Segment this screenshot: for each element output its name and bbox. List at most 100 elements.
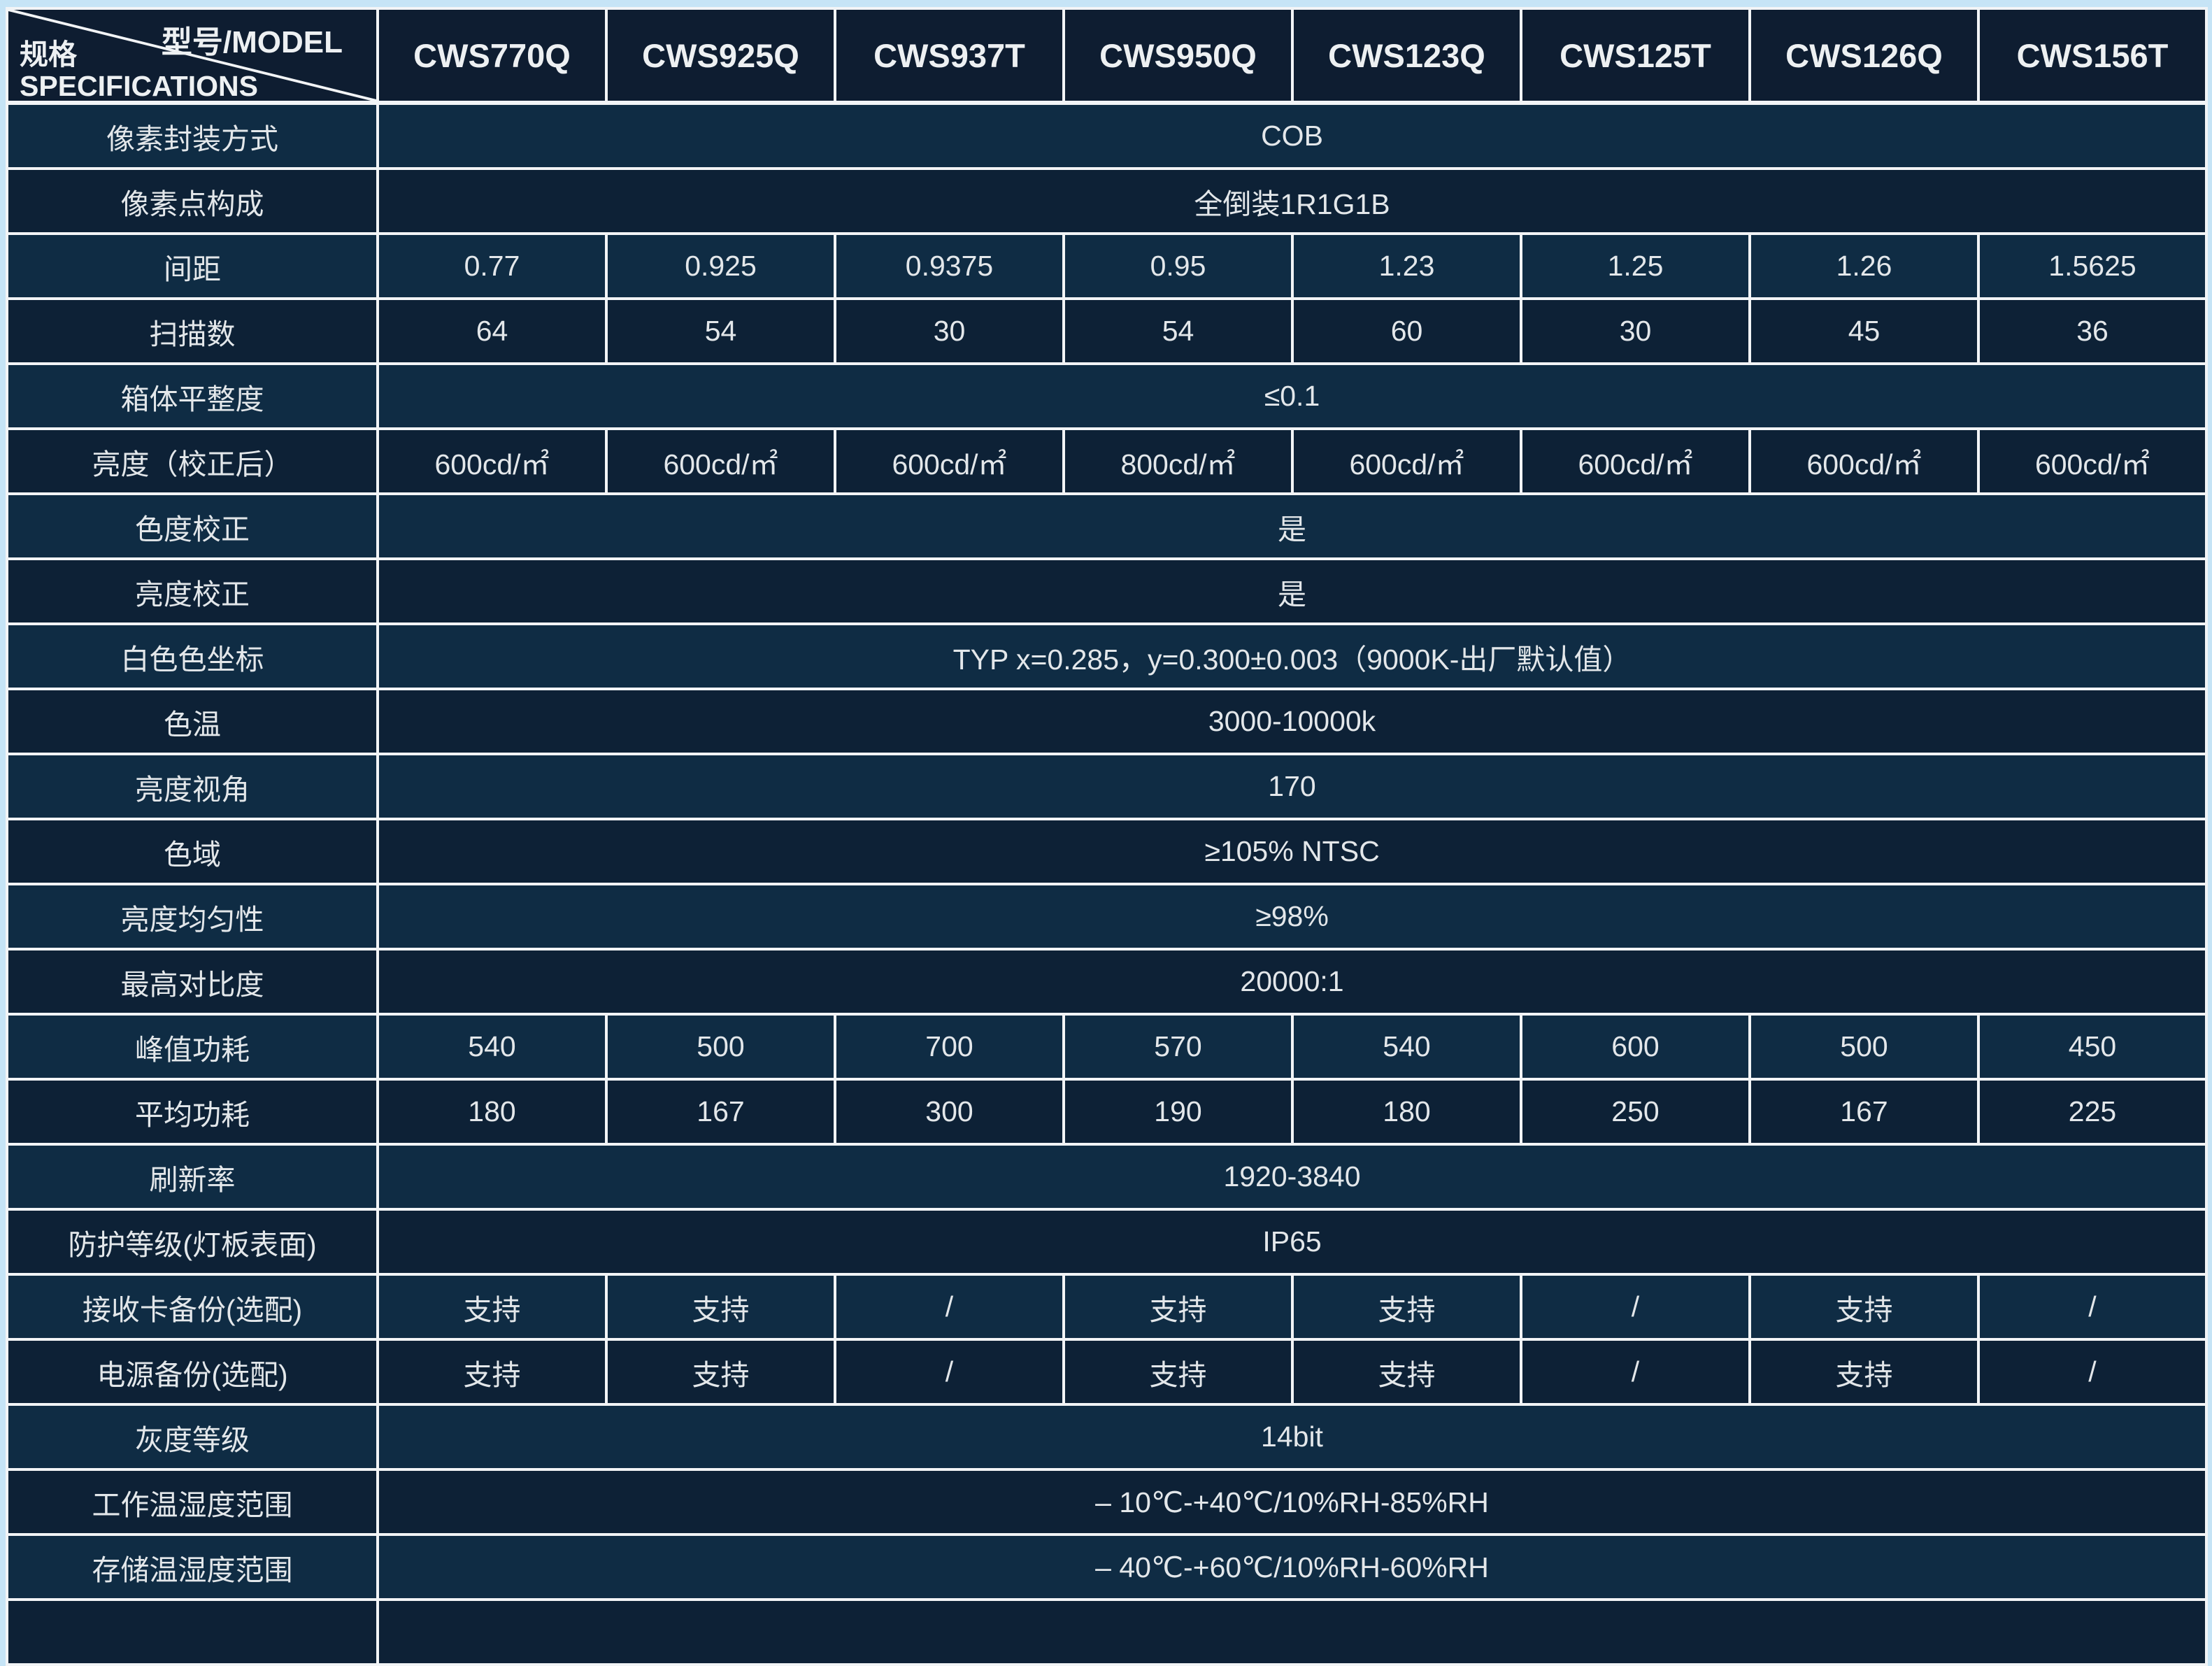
spec-label-cell: 峰值功耗: [6, 1013, 379, 1081]
spec-value-cell: 30: [834, 297, 1065, 365]
spec-value-cell: 60: [1291, 297, 1522, 365]
spec-value-cell: 540: [376, 1013, 608, 1081]
spec-value-cell: 是: [376, 492, 2208, 560]
table-row: 接收卡备份(选配) 支持 支持 / 支持 支持 / 支持 /: [6, 1273, 2208, 1341]
spec-value-cell: 600cd/㎡: [1520, 427, 1751, 495]
model-header: CWS925Q: [605, 7, 836, 105]
spec-value-cell: 450: [1977, 1013, 2208, 1081]
spec-value-cell: 1.25: [1520, 232, 1751, 300]
table-row: 峰值功耗 540 500 700 570 540 600 500 450: [6, 1013, 2208, 1081]
table-row: 间距 0.77 0.925 0.9375 0.95 1.23 1.25 1.26 1.5625: [6, 232, 2208, 300]
table-row: 色温 3000-10000k: [6, 688, 2208, 755]
spec-value-cell: 0.9375: [834, 232, 1065, 300]
spec-value-cell: 30: [1520, 297, 1751, 365]
spec-value-cell: 3000-10000k: [376, 688, 2208, 755]
spec-value-cell: 225: [1977, 1078, 2208, 1146]
spec-label-cell: 亮度均匀性: [6, 883, 379, 951]
spec-value-cell: 支持: [1291, 1338, 1522, 1406]
spec-label-cell: 最高对比度: [6, 948, 379, 1016]
spec-value-cell: 500: [1748, 1013, 1980, 1081]
model-header: CWS156T: [1977, 7, 2208, 105]
table-row: 亮度校正是: [6, 557, 2208, 625]
table-row: 扫描数 64 54 30 54 60 30 45 36: [6, 297, 2208, 365]
spec-value-cell: 170: [376, 753, 2208, 820]
spec-value-cell: /: [1977, 1273, 2208, 1341]
table-row: 平均功耗 180 167 300 190 180 250 167 225: [6, 1078, 2208, 1146]
spec-value-cell: 600: [1520, 1013, 1751, 1081]
model-header: CWS125T: [1520, 7, 1751, 105]
table-row: 灰度等级 14bit: [6, 1403, 2208, 1471]
spec-label-cell: 箱体平整度: [6, 362, 379, 430]
spec-value-cell: TYP x=0.285，y=0.300±0.003（9000K-出厂默认值）: [376, 622, 2208, 690]
spec-label-cell: 亮度校正: [6, 557, 379, 625]
model-header: CWS123Q: [1291, 7, 1522, 105]
spec-value-cell: 36: [1977, 297, 2208, 365]
corner-model-label: 型号/MODEL: [161, 25, 343, 59]
spec-label-cell: 防护等级(灯板表面): [6, 1208, 379, 1276]
table-row: 电源备份(选配) 支持 支持 / 支持 支持 / 支持 /: [6, 1338, 2208, 1406]
spec-value-cell: 600cd/㎡: [1291, 427, 1522, 495]
spec-value-cell: 700: [834, 1013, 1065, 1081]
spec-label-cell: 色度校正: [6, 492, 379, 560]
spec-value-cell: 540: [1291, 1013, 1522, 1081]
table-row: 白色色坐标 TYP x=0.285，y=0.300±0.003（9000K-出厂默…: [6, 622, 2208, 690]
spec-label-cell: 像素封装方式: [6, 101, 379, 170]
spec-label-cell: 白色色坐标: [6, 622, 379, 690]
spec-label-cell: [6, 1598, 379, 1666]
spec-value-cell: 500: [605, 1013, 836, 1081]
spec-value-cell: 支持: [605, 1273, 836, 1341]
spec-label-cell: 平均功耗: [6, 1078, 379, 1146]
spec-value-cell: 54: [1062, 297, 1294, 365]
spec-value-cell: 支持: [1062, 1338, 1294, 1406]
spec-value-cell: 1.5625: [1977, 232, 2208, 300]
spec-value-cell: ≤0.1: [376, 362, 2208, 430]
spec-value-cell: 190: [1062, 1078, 1294, 1146]
table-row: 像素点构成 全倒装1R1G1B: [6, 167, 2208, 235]
table-row: 色域 ≥105% NTSC: [6, 818, 2208, 885]
spec-value-cell: 600cd/㎡: [376, 427, 608, 495]
spec-value-cell: 0.925: [605, 232, 836, 300]
diagonal-line: [8, 10, 376, 101]
spec-label-cell: 色域: [6, 818, 379, 885]
spec-value-cell: COB: [376, 101, 2208, 170]
spec-label-cell: 存储温湿度范围: [6, 1533, 379, 1601]
model-header: CWS126Q: [1748, 7, 1980, 105]
spec-value-cell: 支持: [1748, 1338, 1980, 1406]
spec-value-cell: 1.23: [1291, 232, 1522, 300]
spec-value-cell: 支持: [376, 1273, 608, 1341]
spec-value-cell: 180: [1291, 1078, 1522, 1146]
spec-value-cell: 600cd/㎡: [834, 427, 1065, 495]
spec-value-cell: 14bit: [376, 1403, 2208, 1471]
model-header: CWS937T: [834, 7, 1065, 105]
model-header: CWS950Q: [1062, 7, 1294, 105]
spec-value-cell: 全倒装1R1G1B: [376, 167, 2208, 235]
table-row: 刷新率 1920-3840: [6, 1143, 2208, 1211]
spec-label-cell: 间距: [6, 232, 379, 300]
spec-value-cell: 支持: [376, 1338, 608, 1406]
corner-spec-cn: 规格: [20, 38, 77, 71]
spec-value-cell: /: [1520, 1338, 1751, 1406]
spec-value-cell: – 10℃-+40℃/10%RH-85%RH: [376, 1468, 2208, 1536]
header-row: 型号/MODEL 规格 SPECIFICATIONS CWS770Q CWS92…: [6, 7, 2208, 105]
spec-value-cell: 570: [1062, 1013, 1294, 1081]
corner-spec-en: SPECIFICATIONS: [20, 70, 258, 103]
spec-value-cell: /: [834, 1338, 1065, 1406]
spec-value-cell: 支持: [605, 1338, 836, 1406]
spec-value-cell: [376, 1598, 2208, 1666]
spec-value-cell: 167: [1748, 1078, 1980, 1146]
spec-label-cell: 接收卡备份(选配): [6, 1273, 379, 1341]
spec-table-frame: 型号/MODEL 规格 SPECIFICATIONS CWS770Q CWS92…: [6, 7, 2208, 1666]
spec-value-cell: 是: [376, 557, 2208, 625]
spec-value-cell: /: [834, 1273, 1065, 1341]
spec-value-cell: 600cd/㎡: [1748, 427, 1980, 495]
spec-value-cell: 0.95: [1062, 232, 1294, 300]
spec-label-cell: 亮度（校正后）: [6, 427, 379, 495]
spec-label-cell: 扫描数: [6, 297, 379, 365]
spec-value-cell: 支持: [1291, 1273, 1522, 1341]
table-row: 色度校正是: [6, 492, 2208, 560]
spec-label-cell: 亮度视角: [6, 753, 379, 820]
spec-value-cell: 54: [605, 297, 836, 365]
spec-value-cell: 支持: [1062, 1273, 1294, 1341]
spec-label-cell: 工作温湿度范围: [6, 1468, 379, 1536]
spec-value-cell: 167: [605, 1078, 836, 1146]
